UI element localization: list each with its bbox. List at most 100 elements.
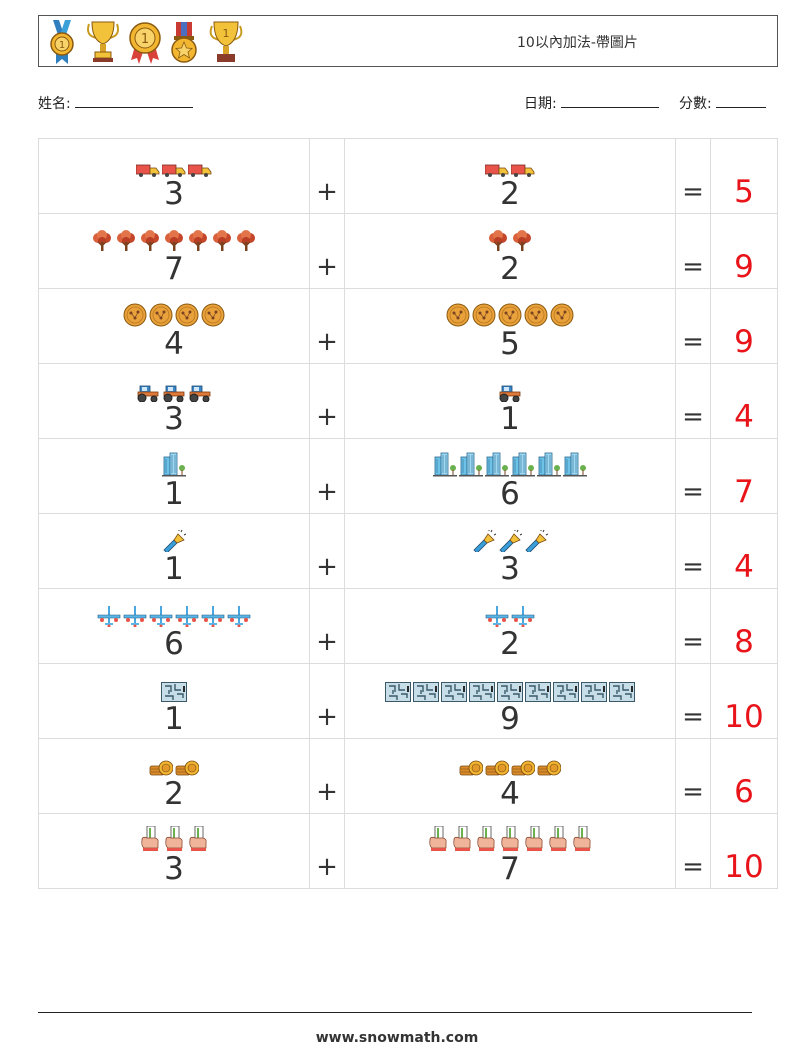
- score-field[interactable]: 分數:: [679, 93, 766, 113]
- maze-icon: [609, 682, 635, 702]
- trophy-icon: [87, 21, 119, 62]
- equals-sign: =: [682, 777, 704, 807]
- addend-b: 7: [500, 851, 520, 887]
- tree-icon: [93, 230, 111, 251]
- addend-a-cell: 4: [38, 288, 310, 364]
- addend-b-pictures: [345, 822, 675, 852]
- date-blank[interactable]: [560, 93, 659, 108]
- equals-cell: =: [675, 813, 711, 889]
- equals-sign: =: [682, 177, 704, 207]
- airplane-icon: [97, 606, 121, 627]
- answer-cell[interactable]: 6: [710, 738, 778, 814]
- equals-cell: =: [675, 438, 711, 514]
- svg-text:1: 1: [141, 32, 149, 47]
- answer: 10: [724, 699, 764, 735]
- answer-cell[interactable]: 10: [710, 663, 778, 739]
- airplane-icon: [201, 606, 225, 627]
- addend-a-pictures: [39, 147, 309, 177]
- answer-cell[interactable]: 9: [710, 213, 778, 289]
- tree-icon: [189, 230, 207, 251]
- addend-b: 3: [500, 551, 520, 587]
- equals-sign: =: [682, 327, 704, 357]
- equals-cell: =: [675, 363, 711, 439]
- addend-a-pictures: [39, 222, 309, 252]
- truck-icon: [511, 164, 535, 177]
- cookie-icon: [446, 303, 470, 327]
- addend-b: 2: [500, 626, 520, 662]
- airplane-icon: [511, 606, 535, 627]
- skyscraper-icon: [459, 452, 483, 477]
- tree-icon: [117, 230, 135, 251]
- problem-row: 3 +2 = 5: [38, 138, 778, 214]
- flashlight-icon: [499, 530, 522, 552]
- addend-a-pictures: [39, 747, 309, 777]
- addend-a-pictures: [39, 522, 309, 552]
- header-icons: 1 1 1: [47, 20, 245, 64]
- airplane-icon: [227, 606, 251, 627]
- date-label: 日期:: [524, 96, 557, 112]
- operator-cell: +: [309, 288, 345, 364]
- answer: 6: [734, 774, 754, 810]
- score-label: 分數:: [679, 96, 712, 112]
- tree-icon: [213, 230, 231, 251]
- coins-icon: [175, 760, 199, 776]
- addend-a-cell: 3: [38, 138, 310, 214]
- maze-icon: [469, 682, 495, 702]
- date-field[interactable]: 日期:: [524, 93, 659, 113]
- addend-b: 6: [500, 476, 520, 512]
- operator-cell: +: [309, 438, 345, 514]
- cup-icon: 1: [209, 21, 243, 62]
- maze-icon: [553, 682, 579, 702]
- hand-card-icon: [525, 826, 543, 851]
- answer: 9: [734, 324, 754, 360]
- ribbon-medal-icon: 1: [129, 22, 161, 64]
- addend-a-cell: 6: [38, 588, 310, 664]
- problem-row: 3 +1 = 4: [38, 363, 778, 439]
- addend-b: 4: [500, 776, 520, 812]
- answer-cell[interactable]: 4: [710, 363, 778, 439]
- tree-icon: [165, 230, 183, 251]
- tractor-icon: [163, 385, 185, 402]
- plus-sign: +: [316, 852, 338, 882]
- answer: 4: [734, 549, 754, 585]
- addend-b-cell: 6: [344, 438, 676, 514]
- plus-sign: +: [316, 552, 338, 582]
- answer: 7: [734, 474, 754, 510]
- cookie-icon: [123, 303, 147, 327]
- plus-sign: +: [316, 477, 338, 507]
- addend-b-cell: 9: [344, 663, 676, 739]
- answer-cell[interactable]: 9: [710, 288, 778, 364]
- maze-icon: [161, 682, 187, 702]
- answer-cell[interactable]: 4: [710, 513, 778, 589]
- skyscraper-icon: [537, 452, 561, 477]
- problem-row: 3 +7 = 10: [38, 813, 778, 889]
- skyscraper-icon: [485, 452, 509, 477]
- footer-divider: [38, 1012, 752, 1013]
- hand-card-icon: [453, 826, 471, 851]
- tractor-icon: [137, 385, 159, 402]
- name-field[interactable]: 姓名:: [38, 93, 193, 113]
- answer-cell[interactable]: 7: [710, 438, 778, 514]
- addend-b-pictures: [345, 372, 675, 402]
- addend-a: 1: [164, 551, 184, 587]
- cookie-icon: [550, 303, 574, 327]
- problem-row: 2 +4 = 6: [38, 738, 778, 814]
- flashlight-icon: [525, 530, 548, 552]
- addend-b-cell: 2: [344, 138, 676, 214]
- addend-b-pictures: [345, 597, 675, 627]
- maze-icon: [385, 682, 411, 702]
- addend-b: 9: [500, 701, 520, 737]
- answer-cell[interactable]: 8: [710, 588, 778, 664]
- plus-sign: +: [316, 777, 338, 807]
- truck-icon: [162, 164, 186, 177]
- answer-cell[interactable]: 10: [710, 813, 778, 889]
- skyscraper-icon: [433, 452, 457, 477]
- addend-a-cell: 7: [38, 213, 310, 289]
- answer-cell[interactable]: 5: [710, 138, 778, 214]
- addend-a: 3: [164, 176, 184, 212]
- addend-a-cell: 1: [38, 513, 310, 589]
- name-blank[interactable]: [74, 93, 193, 108]
- addend-a-pictures: [39, 372, 309, 402]
- addend-a: 1: [164, 701, 184, 737]
- score-blank[interactable]: [715, 93, 766, 108]
